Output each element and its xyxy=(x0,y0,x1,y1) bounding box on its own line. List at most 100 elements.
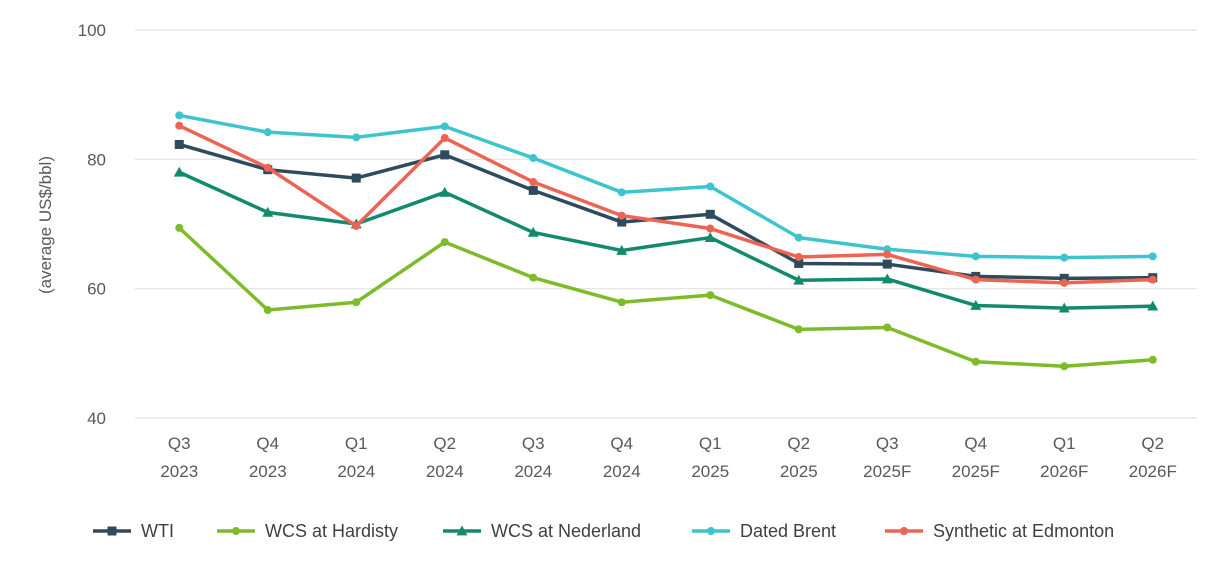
series-lines xyxy=(173,111,1159,371)
series-line-dated-brent xyxy=(177,113,1155,260)
data-point-wti xyxy=(174,139,184,149)
y-axis-title: (average US$/bbl) xyxy=(36,156,55,294)
data-point-wcs-at-nederland xyxy=(173,166,185,177)
data-point-dated-brent xyxy=(352,133,361,142)
legend: WTI WCS at Hardisty WCS at Nederland Dated … xyxy=(93,521,1114,541)
data-point-wcs-at-nederland xyxy=(1147,300,1159,311)
legend-item-synthetic-at-edmonton: Synthetic at Edmonton xyxy=(885,521,1114,541)
x-tick-label: Q3 xyxy=(168,434,191,453)
data-point-wcs-at-hardisty xyxy=(1148,355,1157,364)
legend-label: Synthetic at Edmonton xyxy=(933,521,1114,541)
data-point-dated-brent xyxy=(794,233,803,242)
legend-label: Dated Brent xyxy=(740,521,836,541)
data-point-dated-brent xyxy=(971,252,980,261)
gridlines xyxy=(135,29,1197,419)
data-point-wcs-at-nederland xyxy=(527,226,539,237)
x-tick-label: 2023 xyxy=(249,462,287,481)
data-point-wti xyxy=(882,259,892,269)
data-point-wcs-at-hardisty xyxy=(883,323,892,332)
data-point-wcs-at-hardisty xyxy=(175,223,184,232)
data-point-wcs-at-hardisty xyxy=(617,298,626,307)
data-point-synthetic-at-edmonton xyxy=(883,250,892,259)
x-tick-label: Q3 xyxy=(522,434,545,453)
y-tick-label: 60 xyxy=(87,280,106,299)
y-tick-label: 100 xyxy=(78,21,106,40)
data-point-synthetic-at-edmonton xyxy=(263,163,272,172)
x-tick-label: 2024 xyxy=(514,462,552,481)
x-tick-label: Q2 xyxy=(1141,434,1164,453)
data-point-wcs-at-nederland xyxy=(616,245,628,255)
data-point-wti xyxy=(705,209,715,219)
data-point-wcs-at-nederland xyxy=(439,186,451,197)
x-tick-label: Q4 xyxy=(610,434,633,453)
x-tick-label: Q4 xyxy=(964,434,987,453)
x-tick-label: Q4 xyxy=(256,434,279,453)
data-point-synthetic-at-edmonton xyxy=(617,211,626,220)
data-point-wti xyxy=(528,185,538,195)
series-synthetic-at-edmonton xyxy=(175,121,1157,287)
data-point-wcs-at-hardisty xyxy=(971,357,980,366)
series-line-synthetic-at-edmonton xyxy=(177,123,1155,285)
data-point-synthetic-at-edmonton xyxy=(971,275,980,284)
data-point-wcs-at-hardisty xyxy=(352,298,361,307)
data-point-dated-brent xyxy=(175,111,184,120)
legend-swatch-marker xyxy=(456,525,468,536)
data-point-wcs-at-hardisty xyxy=(440,238,449,247)
x-tick-label: 2025 xyxy=(780,462,818,481)
legend-item-dated-brent: Dated Brent xyxy=(692,521,836,541)
legend-label: WCS at Hardisty xyxy=(265,521,398,541)
series-dated-brent xyxy=(175,111,1157,262)
x-tick-label: Q1 xyxy=(1053,434,1076,453)
data-point-synthetic-at-edmonton xyxy=(352,221,361,230)
data-point-wcs-at-nederland xyxy=(970,299,982,310)
x-tick-label: 2024 xyxy=(337,462,375,481)
y-axis: 40 60 80 100 xyxy=(78,21,106,428)
data-point-wti xyxy=(794,258,804,268)
data-point-dated-brent xyxy=(529,154,538,163)
x-tick-label: 2026F xyxy=(1129,462,1177,481)
data-point-wti xyxy=(1059,273,1069,283)
series-line-wcs-at-hardisty xyxy=(177,226,1155,369)
x-tick-label: 2024 xyxy=(603,462,641,481)
data-point-wcs-at-nederland xyxy=(1058,302,1070,313)
series-line-wti xyxy=(177,142,1155,281)
data-point-synthetic-at-edmonton xyxy=(175,121,184,130)
legend-label: WTI xyxy=(141,521,174,541)
x-tick-label: Q1 xyxy=(345,434,368,453)
x-tick-label: Q2 xyxy=(433,434,456,453)
x-tick-label: 2023 xyxy=(160,462,198,481)
data-point-wcs-at-hardisty xyxy=(794,325,803,334)
data-point-wti xyxy=(351,173,361,183)
legend-swatch-marker xyxy=(107,526,117,536)
data-point-dated-brent xyxy=(706,182,715,191)
data-point-wcs-at-nederland xyxy=(704,232,716,242)
x-axis: Q3 2023 Q4 2023 Q1 2024 Q2 2024 Q3 2024 Q4 2024 Q1 20… xyxy=(160,434,1177,481)
legend-swatch-marker xyxy=(232,527,240,535)
legend-swatch-marker xyxy=(900,527,908,535)
data-point-synthetic-at-edmonton xyxy=(440,133,449,142)
y-tick-label: 40 xyxy=(87,409,106,428)
legend-item-wcs-at-nederland: WCS at Nederland xyxy=(443,521,641,541)
legend-item-wcs-at-hardisty: WCS at Hardisty xyxy=(217,521,398,541)
x-tick-label: 2025F xyxy=(863,462,911,481)
x-tick-label: 2026F xyxy=(1040,462,1088,481)
data-point-synthetic-at-edmonton xyxy=(706,224,715,233)
data-point-wcs-at-nederland xyxy=(881,273,893,284)
y-tick-label: 80 xyxy=(87,150,106,169)
data-point-wcs-at-nederland xyxy=(262,206,274,217)
data-point-dated-brent xyxy=(440,122,449,131)
data-point-wcs-at-hardisty xyxy=(706,291,715,300)
data-point-wcs-at-hardisty xyxy=(1060,362,1069,371)
data-point-dated-brent xyxy=(1060,253,1069,262)
data-point-dated-brent xyxy=(263,128,272,137)
x-tick-label: Q3 xyxy=(876,434,899,453)
legend-item-wti: WTI xyxy=(93,521,174,541)
series-wti xyxy=(174,139,1158,283)
data-point-wcs-at-nederland xyxy=(793,274,805,285)
series-wcs-at-hardisty xyxy=(175,223,1157,371)
data-point-synthetic-at-edmonton xyxy=(1060,278,1069,287)
x-tick-label: Q2 xyxy=(787,434,810,453)
data-point-dated-brent xyxy=(617,188,626,197)
